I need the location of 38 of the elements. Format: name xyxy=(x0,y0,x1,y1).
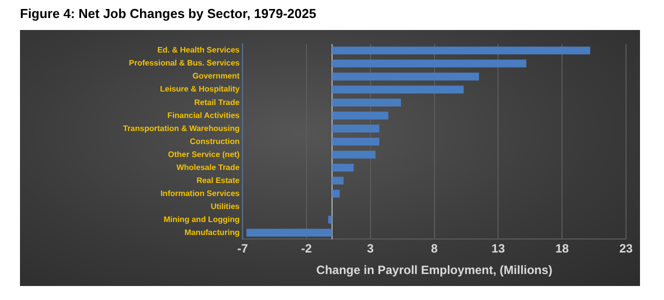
bar xyxy=(328,216,332,224)
y-tick-label: Government xyxy=(192,72,240,81)
y-tick-label: Ed. & Health Services xyxy=(157,46,240,55)
y-tick-label: Other Service (net) xyxy=(168,150,240,159)
bar xyxy=(332,72,480,80)
y-tick-label: Construction xyxy=(190,136,240,146)
x-axis-title: Change in Payroll Employment, (Millions) xyxy=(316,263,552,278)
bar xyxy=(246,228,332,237)
y-tick-label: Retail Trade xyxy=(194,98,240,107)
x-tick-label: -7 xyxy=(237,242,248,256)
bar xyxy=(332,124,380,132)
bar xyxy=(332,98,402,106)
y-tick-label: Utilities xyxy=(210,202,240,211)
bar xyxy=(332,112,388,120)
bar xyxy=(332,176,344,185)
y-tick-label: Wholesale Trade xyxy=(176,162,240,172)
y-tick-label: Leisure & Hospitality xyxy=(160,84,240,94)
bar xyxy=(332,190,340,198)
bar xyxy=(332,86,464,94)
bar xyxy=(332,150,376,159)
bar xyxy=(332,164,354,172)
chart-title: Figure 4: Net Job Changes by Sector, 1979-2025 xyxy=(20,6,316,21)
bar xyxy=(332,138,380,146)
x-tick-label: 23 xyxy=(619,242,633,256)
y-tick-label: Mining and Logging xyxy=(164,214,240,224)
bar xyxy=(332,60,526,68)
bar xyxy=(332,46,590,54)
y-tick-label: Information Services xyxy=(160,188,240,198)
x-tick-label: 18 xyxy=(555,242,570,256)
y-tick-label: Transportation & Warehousing xyxy=(122,124,240,133)
y-tick-label: Real Estate xyxy=(196,176,240,185)
x-tick-label: 8 xyxy=(430,242,438,256)
x-tick-label: -2 xyxy=(301,242,312,256)
y-tick-label: Manufacturing xyxy=(184,228,240,237)
x-tick-label: 3 xyxy=(367,242,374,256)
y-tick-label: Financial Activities xyxy=(167,110,240,120)
x-tick-label: 13 xyxy=(492,242,506,256)
y-tick-label: Professional & Bus. Services xyxy=(128,58,240,68)
